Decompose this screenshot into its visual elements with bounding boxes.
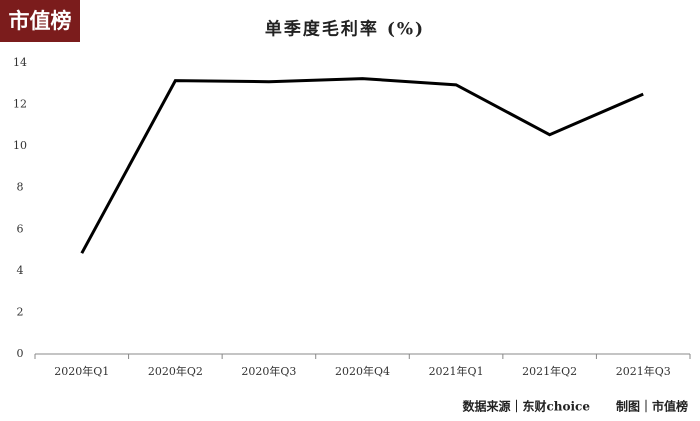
y-tick-label: 2 <box>17 305 24 318</box>
data-line <box>80 77 644 254</box>
y-tick-label: 6 <box>17 222 24 235</box>
x-tick-label: 2020年Q2 <box>148 364 203 378</box>
y-tick-label: 0 <box>17 347 24 360</box>
y-tick-label: 8 <box>17 181 24 194</box>
y-tick-label: 12 <box>13 98 27 111</box>
chart-title: 单季度毛利率 (%) <box>265 19 425 40</box>
x-tick-label: 2021年Q1 <box>429 364 484 378</box>
logo-box <box>0 0 80 42</box>
credit: 制图｜市值榜 <box>616 399 688 414</box>
logo: 市值榜 <box>9 9 72 33</box>
y-tick-label: 14 <box>13 56 27 69</box>
x-tick-label: 2021年Q3 <box>616 364 671 378</box>
x-tick-label: 2020年Q4 <box>335 364 390 378</box>
y-tick-label: 10 <box>13 139 27 152</box>
x-tick-label: 2020年Q3 <box>241 364 296 378</box>
source: 数据来源｜东财choice <box>462 399 590 414</box>
y-tick-label: 4 <box>17 264 24 277</box>
x-tick-label: 2020年Q1 <box>54 364 109 378</box>
x-tick-label: 2021年Q2 <box>522 364 577 378</box>
